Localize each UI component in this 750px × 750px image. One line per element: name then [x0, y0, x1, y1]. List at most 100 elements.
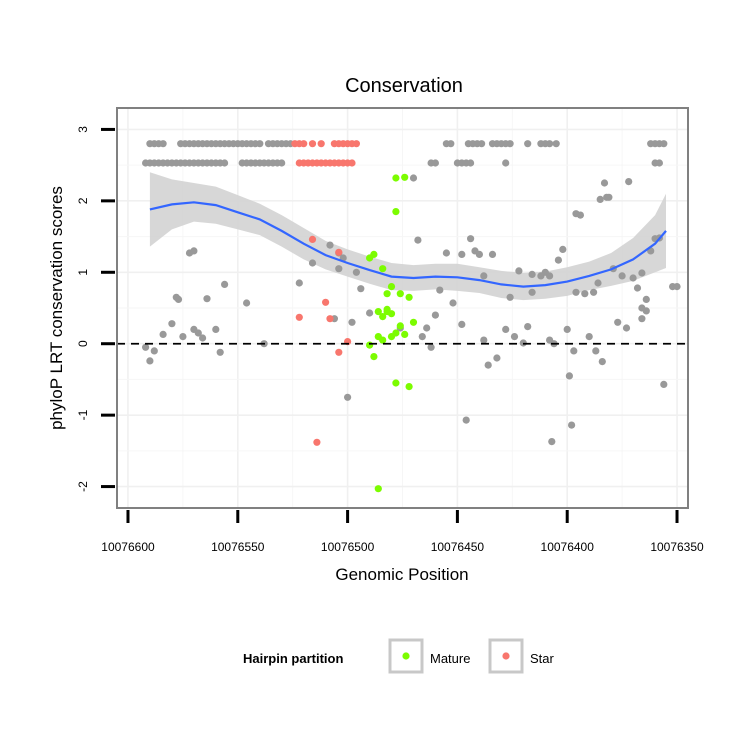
point-other [563, 325, 571, 333]
point-other [335, 265, 343, 273]
point-other [348, 318, 356, 326]
point-other [436, 286, 444, 294]
point-mature [379, 313, 387, 321]
point-other [366, 309, 374, 317]
point-star [348, 159, 356, 167]
smooth-line-layer [149, 201, 667, 288]
point-other [326, 241, 334, 249]
point-other [409, 174, 418, 182]
point-other [618, 272, 626, 280]
point-other [431, 311, 439, 319]
point-mature [396, 290, 404, 298]
point-star [313, 438, 321, 446]
point-other [629, 274, 637, 282]
point-other [660, 380, 668, 388]
point-other [581, 290, 589, 298]
point-star [326, 315, 334, 323]
point-other [194, 329, 202, 337]
point-star [335, 348, 343, 356]
point-other [146, 357, 154, 365]
point-other [295, 279, 303, 287]
point-other [493, 354, 501, 362]
point-other [190, 247, 198, 255]
point-mature [409, 318, 418, 326]
point-other [475, 250, 483, 258]
point-other [458, 250, 466, 258]
point-other [308, 259, 317, 267]
y-tick-label: 2 [76, 197, 90, 204]
point-other [174, 295, 183, 303]
point-other [642, 307, 650, 315]
point-star [322, 298, 330, 306]
y-axis-title: phyloP LRT conservation scores [47, 186, 66, 430]
point-other [256, 140, 264, 148]
scatter-points [142, 140, 681, 493]
legend-dot-mature [402, 652, 410, 660]
point-mature [392, 379, 400, 387]
x-tick-label: 10076450 [431, 540, 485, 554]
point-other [655, 159, 664, 167]
point-other [502, 325, 510, 333]
point-other [212, 325, 220, 333]
point-mature [366, 254, 374, 262]
point-other [480, 272, 488, 280]
point-other [484, 361, 492, 369]
x-axis: 10076600 10076550 10076500 10076450 10076400… [101, 510, 704, 554]
point-mature [379, 265, 387, 273]
legend-label-star: Star [530, 651, 555, 666]
point-other [594, 279, 602, 287]
confidence-band [149, 172, 666, 301]
legend: Hairpin partition Mature Star [243, 638, 555, 674]
x-axis-title: Genomic Position [335, 565, 468, 584]
point-mature [392, 174, 400, 182]
point-star [295, 313, 303, 321]
point-other [203, 295, 211, 303]
point-mature [387, 310, 396, 318]
y-tick-label: 0 [76, 340, 90, 347]
point-other [442, 249, 450, 257]
point-other [614, 318, 622, 326]
point-other [605, 193, 613, 201]
legend-dot-star [502, 652, 510, 660]
point-other [344, 393, 352, 401]
point-other [515, 267, 523, 275]
plot-border [116, 107, 689, 509]
point-other [458, 320, 466, 328]
point-other [142, 343, 150, 351]
point-other [506, 140, 514, 148]
point-other [221, 280, 229, 288]
point-other [565, 372, 574, 380]
point-other [552, 140, 560, 148]
point-other [524, 323, 532, 331]
x-tick-label: 10076550 [211, 540, 265, 554]
point-other [633, 284, 642, 292]
y-tick-label: 1 [76, 269, 90, 276]
point-other [596, 195, 604, 203]
point-other [625, 178, 633, 186]
point-other [576, 211, 585, 219]
point-other [243, 299, 251, 307]
point-other [449, 299, 457, 307]
point-other [600, 179, 609, 187]
x-tick-label: 10076400 [541, 540, 595, 554]
y-axis: -2 -1 0 1 2 3 [76, 126, 115, 492]
point-star [308, 140, 317, 148]
point-mature [366, 341, 374, 349]
point-other [568, 421, 576, 429]
point-other [427, 343, 435, 351]
point-other [660, 140, 668, 148]
point-other [159, 140, 167, 148]
point-other [352, 268, 360, 276]
point-mature [405, 293, 413, 301]
point-other [462, 416, 470, 424]
x-tick-label: 10076600 [101, 540, 155, 554]
point-mature [396, 322, 404, 330]
point-other [572, 288, 580, 296]
point-other [159, 330, 167, 338]
point-other [502, 159, 510, 167]
point-mature [405, 383, 413, 391]
point-other [447, 140, 455, 148]
y-tick-label: -2 [76, 481, 90, 492]
point-other [622, 324, 631, 332]
